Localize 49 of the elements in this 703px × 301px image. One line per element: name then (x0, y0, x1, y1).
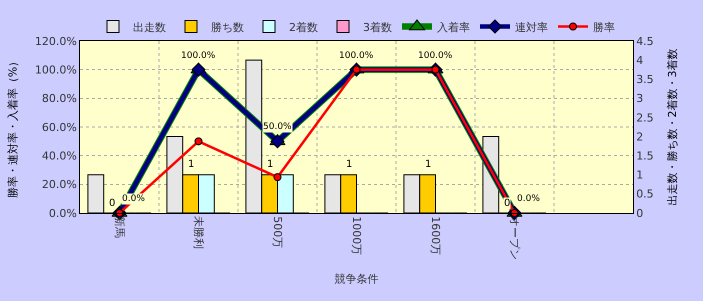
legend-label: 出走数 (133, 20, 166, 34)
y-tick-label: 40.0% (42, 150, 77, 163)
legend-label: 入着率 (437, 20, 470, 34)
y2-tick-label: 0.5 (636, 188, 654, 201)
legend-label: 連対率 (515, 20, 548, 34)
x-tick-label: 500万 (270, 216, 284, 248)
point (274, 173, 282, 182)
x-tick-label: 1000万 (350, 216, 363, 256)
y-axis-title: 勝率・連対率・入着率（%） (6, 56, 20, 198)
y2-tick-label: 3 (636, 92, 644, 106)
y2-tick-label: 4.5 (636, 34, 654, 48)
point (194, 137, 202, 146)
y2-tick-label: 3.5 (636, 73, 654, 86)
x-tick-label: 未勝利 (192, 216, 205, 250)
data-label: 0.0% (517, 194, 540, 204)
data-label: 0 (504, 198, 510, 209)
x-tick-label: 新馬 (112, 216, 126, 238)
y-tick-label: 20.0% (42, 178, 77, 192)
data-label: 100.0% (339, 51, 374, 61)
y-tick-label: 80.0% (42, 92, 77, 106)
x-tick-label: オープン (508, 216, 521, 260)
y2-tick-label: 4 (636, 54, 644, 67)
data-label: 50.0% (263, 122, 292, 132)
y-tick-label: 60.0% (42, 120, 77, 134)
data-label: 1 (188, 159, 194, 170)
y-tick-label: 100.0% (34, 64, 77, 77)
y2-tick-label: 0 (636, 206, 644, 220)
data-label: 1 (425, 159, 432, 170)
data-label: 100.0% (418, 51, 453, 61)
y-tick-label: 120.0% (34, 34, 77, 48)
x-tick-label: 1600万 (428, 216, 442, 256)
y2-axis-title: 出走数・勝ち数・2着数・3着数 (666, 48, 679, 206)
x-axis-title: 競争条件 (334, 272, 378, 286)
data-label: 100.0% (181, 51, 216, 61)
point (192, 62, 206, 77)
legend-label: 2着数 (289, 20, 318, 34)
legend-label: 3着数 (363, 20, 392, 34)
y2-tick-label: 1 (636, 168, 644, 182)
y2-tick-label: 2.5 (636, 111, 654, 124)
data-label: 1 (346, 159, 352, 170)
data-label: 1 (267, 159, 274, 170)
y-tick-label: 0.0% (48, 206, 77, 220)
data-label: 0 (109, 198, 116, 209)
y2-tick-label: 1.5 (636, 150, 654, 163)
legend-label: 勝ち数 (211, 20, 244, 34)
data-label: 0.0% (122, 194, 146, 204)
point (270, 134, 284, 148)
y2-tick-label: 2 (636, 130, 644, 144)
legend-label: 勝率 (593, 20, 615, 34)
